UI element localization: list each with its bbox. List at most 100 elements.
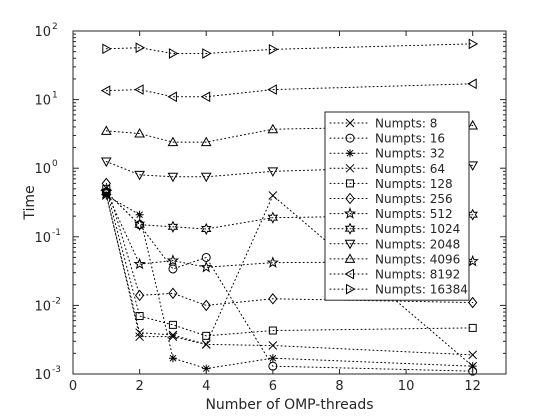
legend-marker xyxy=(346,283,356,295)
plot-frame xyxy=(72,30,507,375)
data-point xyxy=(468,323,477,332)
data-point xyxy=(468,350,478,360)
series-9 xyxy=(100,119,479,147)
data-point xyxy=(134,289,145,302)
y-tick-exponent: -2 xyxy=(52,296,61,306)
data-point xyxy=(200,136,212,147)
data-point xyxy=(166,254,180,266)
data-point xyxy=(167,136,179,147)
data-point xyxy=(268,354,277,363)
data-point xyxy=(168,320,177,329)
x-tick-label: 8 xyxy=(335,379,343,394)
series-line xyxy=(105,124,474,143)
data-point xyxy=(467,78,477,90)
y-tick-label: 10 xyxy=(34,368,51,383)
legend-box xyxy=(324,111,470,301)
data-point xyxy=(168,330,178,340)
data-point xyxy=(268,326,277,335)
x-axis-ticks: 0 2 4 6 8 10 12 xyxy=(69,31,481,394)
data-point xyxy=(135,328,144,338)
y-tick-exponent: 0 xyxy=(52,159,58,169)
x-tick-label: 6 xyxy=(269,379,277,394)
y-tick-exponent: 1 xyxy=(52,91,58,101)
data-point xyxy=(202,364,211,373)
legend-marker xyxy=(343,207,357,219)
legend-marker xyxy=(345,118,355,128)
data-point xyxy=(135,312,144,321)
y-tick-label: 10 xyxy=(34,25,51,40)
y-tick-base: 10 xyxy=(34,368,51,383)
legend-label: Numpts: 128 xyxy=(375,177,453,191)
data-point xyxy=(101,185,112,199)
data-point xyxy=(102,191,111,200)
data-point xyxy=(134,218,145,231)
y-tick-base: 10 xyxy=(34,94,51,109)
series-line xyxy=(105,182,474,306)
legend-label: Numpts: 16 xyxy=(375,132,445,146)
data-point xyxy=(267,211,279,224)
data-point xyxy=(101,177,111,190)
series-line xyxy=(105,191,474,372)
y-tick-label: 10 xyxy=(34,299,51,314)
series-line xyxy=(105,191,474,230)
data-point xyxy=(102,43,112,55)
data-point xyxy=(266,256,279,268)
data-point xyxy=(168,287,178,300)
data-point xyxy=(135,42,146,54)
data-point xyxy=(100,85,111,97)
x-tick-label: 10 xyxy=(398,379,415,394)
x-tick-label: 4 xyxy=(202,379,210,394)
data-point xyxy=(133,257,146,270)
series-line xyxy=(105,193,474,367)
series-line xyxy=(105,195,474,370)
x-tick-label: 2 xyxy=(135,379,143,394)
legend-label: Numpts: 256 xyxy=(375,192,453,206)
legend-label: Numpts: 32 xyxy=(375,147,445,161)
series-line xyxy=(105,188,474,337)
data-point xyxy=(267,123,279,134)
data-point xyxy=(200,222,212,236)
data-point xyxy=(168,332,178,342)
data-point xyxy=(268,191,278,200)
data-point xyxy=(268,44,279,55)
legend-marker xyxy=(345,133,355,143)
legend-label: Numpts: 512 xyxy=(375,207,453,221)
data-point xyxy=(135,332,144,342)
data-point xyxy=(202,331,211,340)
data-point xyxy=(268,292,278,305)
data-point xyxy=(135,210,144,219)
legend-label: Numpts: 64 xyxy=(375,162,445,176)
x-tick-label: 12 xyxy=(464,379,481,394)
y-axis-title: Time xyxy=(22,185,38,220)
data-point xyxy=(100,157,112,168)
data-point xyxy=(167,220,179,233)
data-point xyxy=(467,119,479,130)
y-tick-exponent: -3 xyxy=(52,365,61,375)
series-8 xyxy=(100,157,479,183)
series-line xyxy=(105,43,474,54)
data-point xyxy=(201,340,211,349)
data-point xyxy=(268,341,278,350)
data-point xyxy=(167,91,177,103)
legend-marker xyxy=(344,253,356,263)
y-tick-base: 10 xyxy=(34,25,51,40)
y-tick-label: 10 xyxy=(34,162,51,177)
data-point xyxy=(468,296,478,309)
y-tick-exponent: 2 xyxy=(52,22,58,32)
legend-marker xyxy=(346,149,354,158)
legend-label: Numpts: 1024 xyxy=(375,222,460,236)
data-point xyxy=(200,91,211,103)
legend-marker xyxy=(346,179,354,188)
series-line xyxy=(105,83,474,98)
data-point xyxy=(100,125,112,135)
legend-marker xyxy=(345,192,355,205)
data-point xyxy=(468,38,479,50)
data-point xyxy=(168,264,178,274)
series-10 xyxy=(100,78,477,103)
series-5 xyxy=(101,177,478,312)
legend-label: Numpts: 8 xyxy=(375,117,437,131)
data-point xyxy=(267,84,277,95)
